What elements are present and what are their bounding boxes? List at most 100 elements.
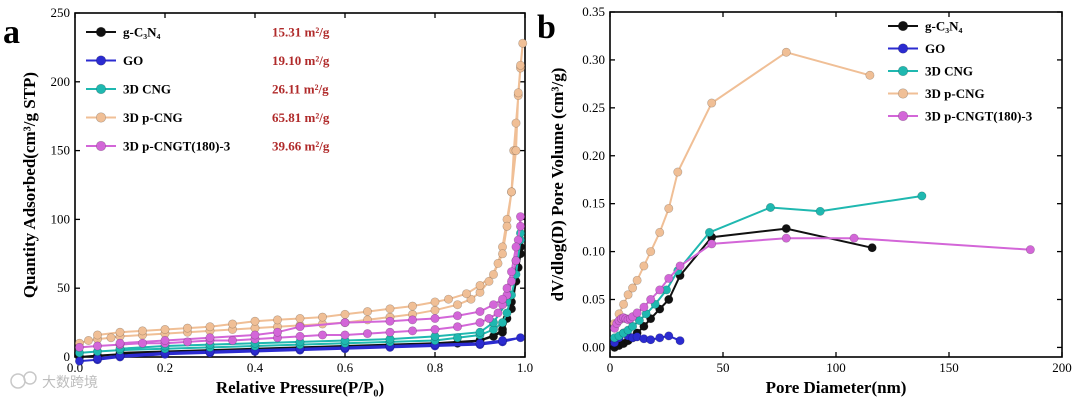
panel-a-data-point-3d-p-cngt-180-3 xyxy=(452,311,462,321)
panel-a-data-point-3d-p-cngt-180-3 xyxy=(497,294,507,304)
panel-b-y-axis-title: dV/dlog(D) Pore Volume (cm³/g) xyxy=(548,68,567,302)
panel-a-data-point-3d-p-cngt-180-3 xyxy=(317,330,327,340)
panel-b-data-point-go xyxy=(655,333,665,343)
panel-b-data-point-3d-cng xyxy=(815,206,825,216)
panel-a-data-point-3d-p-cngt-180-3 xyxy=(493,308,503,318)
panel-b-data-point-3d-p-cng xyxy=(865,70,875,80)
panel-a-data-point-3d-p-cngt-180-3 xyxy=(452,322,462,332)
panel-b-y-tick-label: 0.10 xyxy=(582,244,605,259)
panel-a-plot-frame xyxy=(74,12,526,358)
panel-a-data-point-3d-p-cngt-180-3 xyxy=(115,338,125,348)
panel-b-data-point-g-c-n xyxy=(781,224,791,234)
panel-a-y-tick-label: 0 xyxy=(64,349,71,364)
panel-b-y-tick-label: 0.15 xyxy=(582,196,605,211)
panel-a-data-point-go xyxy=(497,335,507,345)
panel-label-a: a xyxy=(3,14,20,51)
panel-b-legend-label-g-c-n: g-C₃N₄ xyxy=(925,19,963,34)
panel-b-data-point-3d-p-cng xyxy=(632,275,642,285)
panel-a-data-point-3d-p-cng xyxy=(502,221,512,231)
panel-a-data-point-3d-p-cng xyxy=(272,315,282,325)
panel-b-data-point-3d-cng xyxy=(765,203,775,213)
panel-b-data-point-3d-p-cngt-180-3 xyxy=(646,294,656,304)
panel-b-y-tick-label: 0.25 xyxy=(582,100,605,115)
panel-a-data-point-3d-p-cngt-180-3 xyxy=(511,242,521,252)
panel-a-bet-value-g-c-n: 15.31 m²/g xyxy=(272,25,330,40)
panel-b-data-point-g-c-n xyxy=(867,243,877,253)
panel-a-data-point-3d-p-cngt-180-3 xyxy=(484,313,494,323)
panel-a-legend-marker-g-c-n xyxy=(95,26,107,38)
panel-b-y-tick-label: 0.35 xyxy=(582,4,605,19)
panel-a-y-tick-label: 250 xyxy=(51,5,71,20)
panel-b-x-tick-label: 100 xyxy=(826,360,846,375)
panel-a-data-point-3d-p-cngt-180-3 xyxy=(506,276,516,286)
watermark-logo-icon-2 xyxy=(23,371,37,385)
panel-b-data-point-3d-p-cng xyxy=(619,299,629,309)
panel-a-data-point-3d-p-cng xyxy=(515,60,525,70)
panel-a-bet-value-3d-p-cngt-180-3: 39.66 m²/g xyxy=(272,139,330,154)
panel-b-data-point-go xyxy=(675,336,685,346)
panel-a-data-point-3d-p-cng xyxy=(160,324,170,334)
panel-a-bet-value-3d-p-cng: 65.81 m²/g xyxy=(272,110,330,125)
panel-a-data-point-3d-p-cng xyxy=(84,335,94,345)
panel-b-data-point-g-c-n xyxy=(639,321,649,331)
panel-a-data-point-3d-p-cng xyxy=(340,309,350,319)
panel-b-y-tick-label: 0.30 xyxy=(582,52,605,67)
panel-a-data-point-3d-p-cng xyxy=(430,305,440,315)
panel-a-y-tick-label: 50 xyxy=(57,280,70,295)
watermark-logo-icon xyxy=(10,373,26,389)
panel-a-x-tick-label: 0.8 xyxy=(427,360,443,375)
panel-b-legend-marker-g-c-n xyxy=(897,20,909,32)
panel-b-x-tick-label: 200 xyxy=(1052,360,1072,375)
panel-b-legend-marker-3d-cng xyxy=(897,65,909,77)
panel-b-data-point-3d-p-cng xyxy=(655,227,665,237)
panel-b-data-point-3d-p-cngt-180-3 xyxy=(781,233,791,243)
panel-b-data-point-3d-p-cng xyxy=(673,167,683,177)
panel-a-data-point-3d-p-cng xyxy=(461,289,471,299)
panel-a-data-point-3d-p-cng xyxy=(488,269,498,279)
panel-a-data-point-3d-p-cng xyxy=(443,294,453,304)
panel-b-series-line-3d-p-cng xyxy=(613,51,871,324)
panel-b-data-point-3d-p-cng xyxy=(623,290,633,300)
panel-a-data-point-3d-p-cngt-180-3 xyxy=(511,256,521,266)
panel-a-chart: 0.0 0.2 0.4 0.6 0.8 1.0050100150200250Relativ… xyxy=(20,5,533,397)
panel-a-data-point-3d-p-cngt-180-3 xyxy=(506,267,516,277)
panel-a-data-point-3d-p-cng xyxy=(407,301,417,311)
panel-a-data-point-3d-p-cng xyxy=(106,333,116,343)
panel-a-y-tick-label: 200 xyxy=(51,74,71,89)
panel-a-data-point-3d-p-cngt-180-3 xyxy=(295,322,305,332)
panel-b-legend-marker-3d-p-cng xyxy=(897,88,909,99)
panel-b-chart: 0 50 100 150 200 0.00 0.05 0.10 0.15 0.20 0.25 0.30… xyxy=(548,4,1072,397)
panel-b-legend: g-C₃N₄ GO 3D CNG 3D p-CNG 3D p-CNGT(180)-3 xyxy=(888,19,1033,124)
panel-a-x-axis-title: Relative Pressure(P/P₀) xyxy=(216,378,384,397)
panel-a-data-point-3d-cng xyxy=(502,308,512,318)
panel-a-legend-label-3d-cng: 3D CNG xyxy=(123,82,171,97)
panel-a-data-point-3d-p-cng xyxy=(513,88,523,98)
panel-a-series-3d-p-cngt-180-3 xyxy=(75,212,525,352)
panel-a-data-point-3d-p-cng xyxy=(317,312,327,322)
panel-a-bet-value-go: 19.10 m²/g xyxy=(272,53,330,68)
panel-a-data-point-3d-p-cngt-180-3 xyxy=(272,327,282,337)
panel-a-legend: g-C₃N₄ 15.31 m²/g GO 19.10 m²/g 3D CNG 26.11 … xyxy=(86,25,330,154)
panel-b-series-3d-p-cng xyxy=(610,47,875,328)
panel-a-legend-label-3d-p-cng: 3D p-CNG xyxy=(123,110,183,125)
panel-a-data-point-3d-p-cng xyxy=(452,300,462,310)
panel-a-data-point-3d-p-cngt-180-3 xyxy=(138,338,148,348)
panel-b-data-point-go xyxy=(646,335,656,345)
panel-b-data-point-3d-p-cng xyxy=(781,47,791,57)
panel-b-x-tick-label: 150 xyxy=(939,360,959,375)
panel-b-series-g-c-n xyxy=(610,224,877,352)
panel-a-data-point-go xyxy=(515,333,525,343)
panel-a-data-point-3d-p-cngt-180-3 xyxy=(250,330,260,340)
panel-a-data-point-3d-p-cngt-180-3 xyxy=(295,331,305,341)
panel-b-data-point-3d-p-cng xyxy=(628,283,638,293)
panel-a-data-point-3d-p-cng xyxy=(497,249,507,259)
panel-a-data-point-3d-p-cngt-180-3 xyxy=(385,316,395,326)
panel-a-data-point-3d-p-cng xyxy=(93,330,103,340)
panel-a-data-point-3d-p-cng xyxy=(430,297,440,307)
panel-a-data-point-3d-p-cngt-180-3 xyxy=(515,221,525,231)
panel-a-data-point-3d-p-cng xyxy=(205,322,215,332)
panel-a-data-point-3d-p-cng xyxy=(475,280,485,290)
panel-b-x-axis-title: Pore Diameter(nm) xyxy=(766,378,907,397)
panel-b-data-point-3d-p-cng xyxy=(639,261,649,271)
panel-b-data-point-3d-p-cngt-180-3 xyxy=(707,239,717,249)
